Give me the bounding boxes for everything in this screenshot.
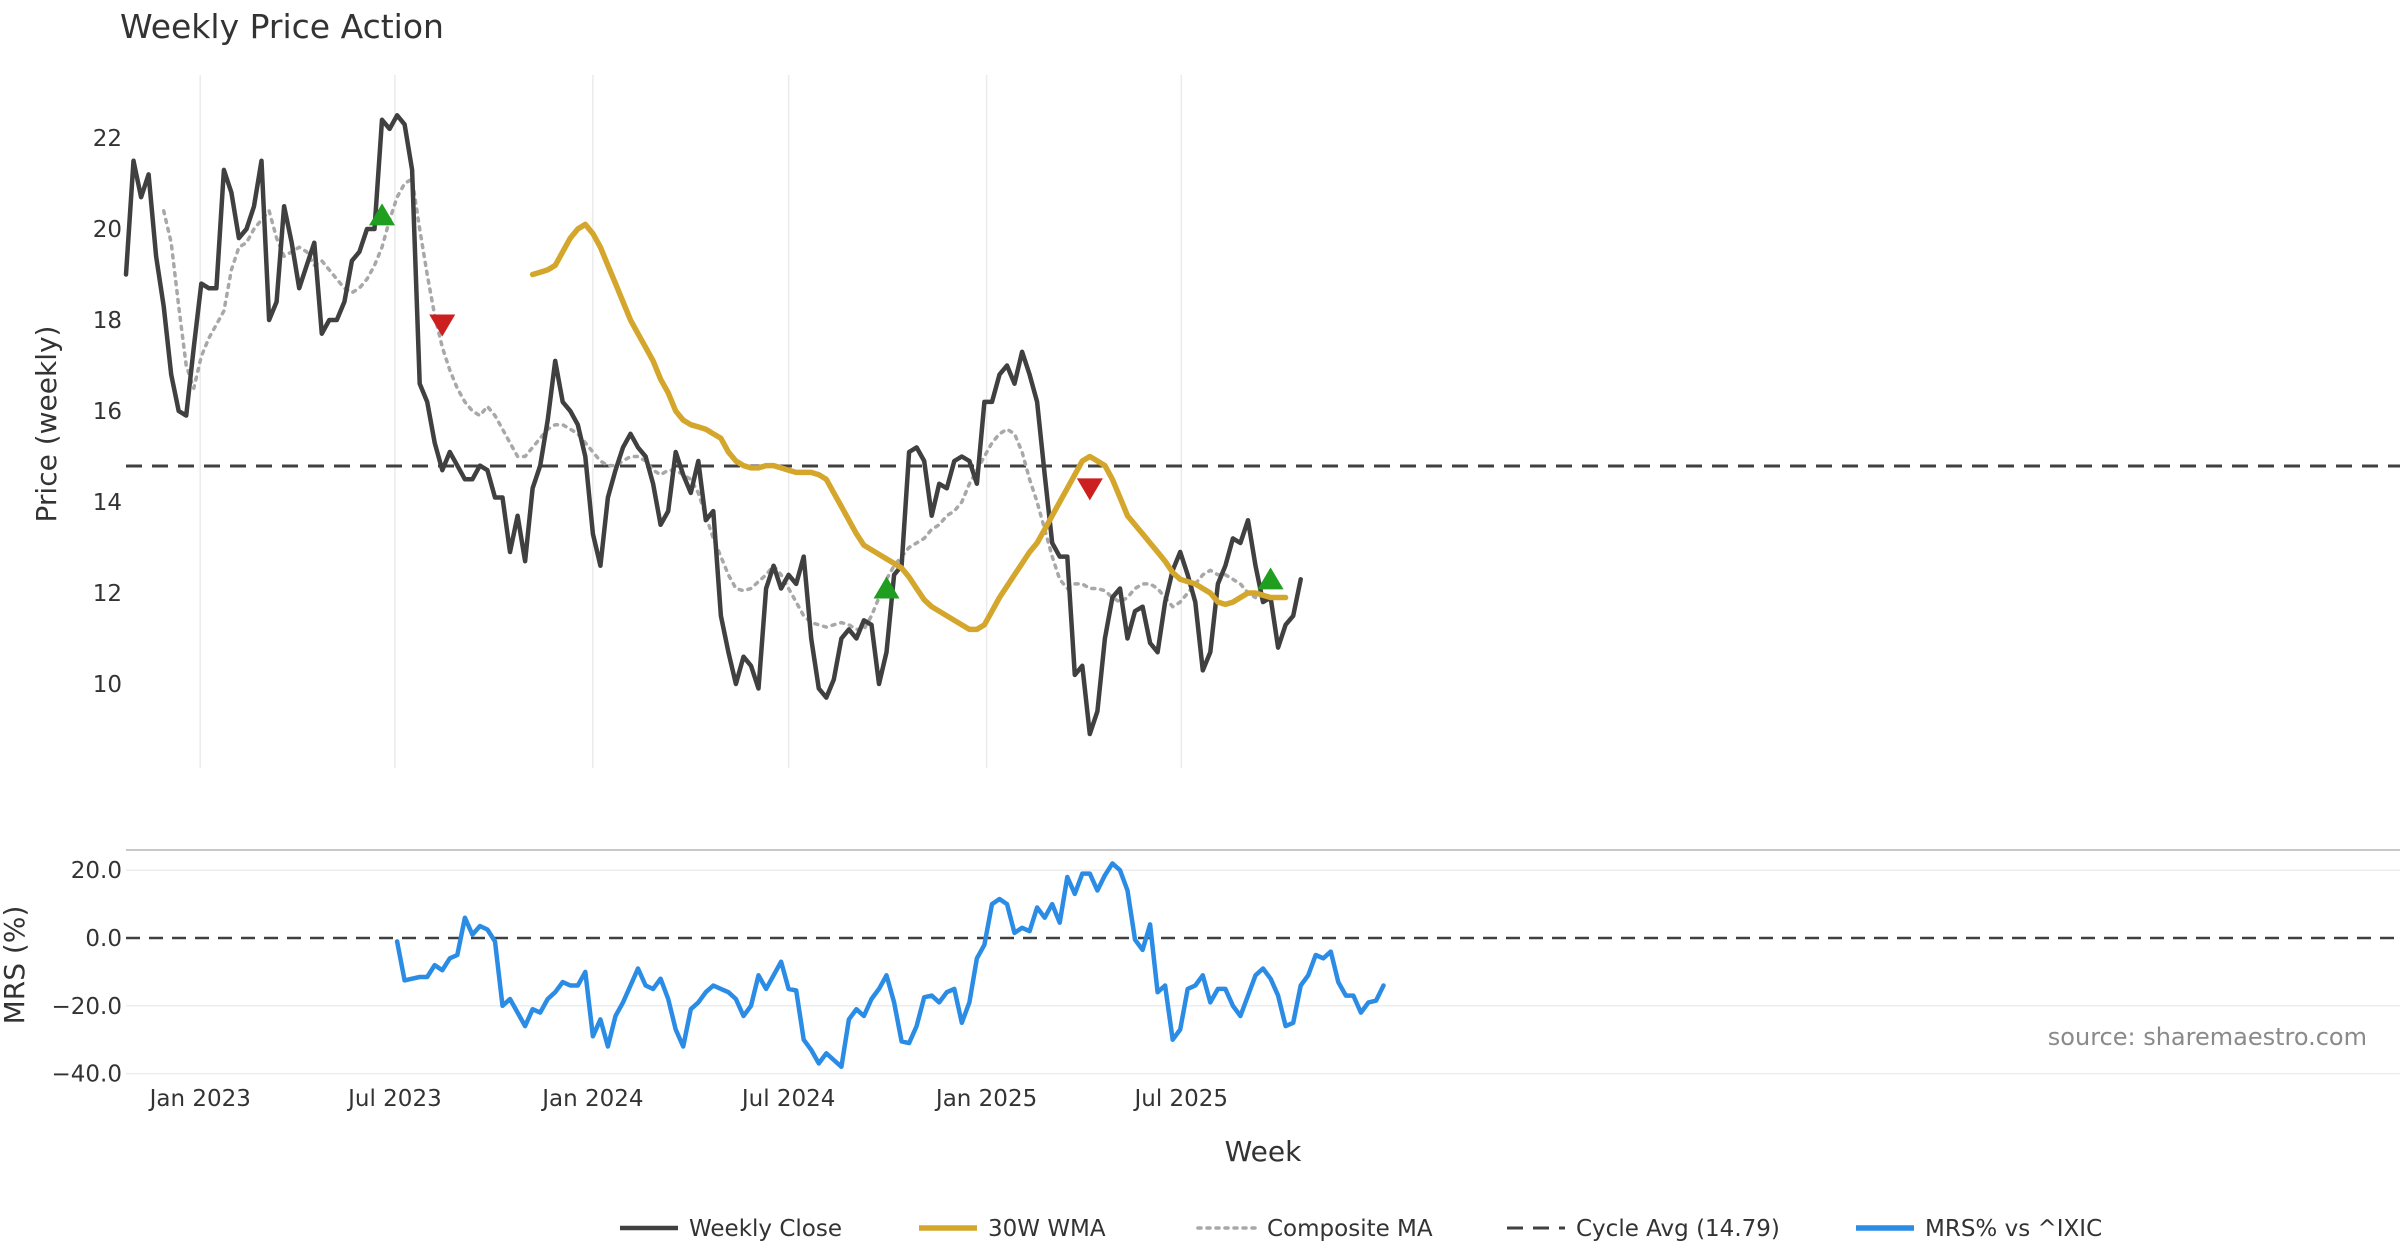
legend-label: 30W WMA	[988, 1216, 1106, 1242]
price-y-tick-label: 22	[93, 126, 122, 152]
weekly-close-line	[123, 113, 1303, 737]
price-y-tick-label: 20	[93, 217, 122, 243]
mrs-grid	[126, 849, 2400, 1075]
x-tick-label: Jan 2024	[540, 1086, 643, 1112]
mrs-y-tick-label: −20.0	[52, 994, 122, 1020]
buy-signal-marker	[1257, 567, 1284, 590]
source-credit: source: sharemaestro.com	[2048, 1023, 2367, 1051]
price-grid	[199, 75, 1183, 768]
x-axis-ticks: Jan 2023 Jul 2023 Jan 2024 Jul 2024 Jan 2025…	[148, 1086, 1229, 1112]
composite-ma-line	[161, 177, 1258, 632]
sell-signal-marker	[429, 314, 456, 337]
x-tick-label: Jul 2025	[1132, 1086, 1228, 1112]
price-panel: 10 12 14 16 18 20 22	[93, 113, 2400, 737]
x-tick-label: Jul 2024	[740, 1086, 836, 1112]
x-axis-label: Week	[1225, 1135, 1302, 1168]
price-y-tick-label: 18	[93, 308, 122, 334]
legend-label: Cycle Avg (14.79)	[1576, 1216, 1780, 1242]
buy-signal-marker	[369, 203, 396, 226]
legend-label: MRS% vs ^IXIC	[1925, 1216, 2102, 1242]
legend-label: Composite MA	[1267, 1216, 1433, 1242]
mrs-y-axis-label: MRS (%)	[0, 906, 31, 1025]
price-y-tick-label: 10	[93, 672, 122, 698]
price-y-tick-label: 14	[93, 490, 122, 516]
mrs-line	[394, 861, 1386, 1070]
legend: Weekly Close 30W WMA Composite MA Cycle Avg…	[620, 1216, 2102, 1242]
buy-signal-marker	[873, 576, 900, 599]
mrs-y-tick-label: 0.0	[85, 926, 122, 952]
legend-label: Weekly Close	[689, 1216, 842, 1242]
price-y-tick-label: 12	[93, 581, 122, 607]
sell-signal-marker	[1076, 478, 1103, 501]
price-y-tick-label: 16	[93, 399, 122, 425]
chart-title: Weekly Price Action	[120, 7, 444, 46]
wma-30w-line	[529, 221, 1289, 633]
mrs-y-tick-label: 20.0	[71, 858, 122, 884]
price-y-axis-label: Price (weekly)	[30, 326, 63, 523]
x-tick-label: Jan 2025	[934, 1086, 1037, 1112]
mrs-y-tick-label: −40.0	[52, 1062, 122, 1088]
x-tick-label: Jul 2023	[346, 1086, 442, 1112]
mrs-panel: −40.0 −20.0 0.0 20.0	[52, 858, 2400, 1088]
x-tick-label: Jan 2023	[148, 1086, 251, 1112]
